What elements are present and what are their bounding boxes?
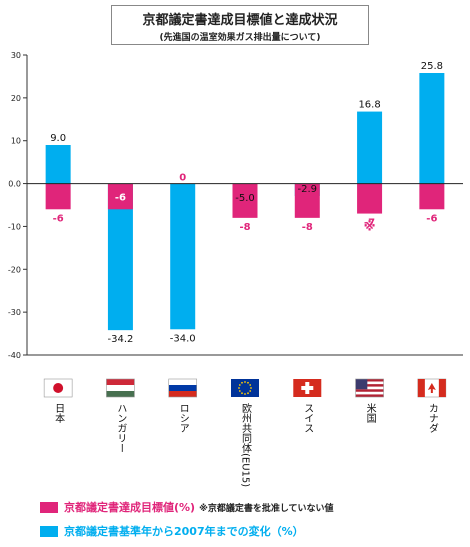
change-value-label: -34.2	[107, 334, 133, 345]
category-label: カナダ	[426, 403, 438, 433]
category-label: ハンガリー	[115, 403, 127, 453]
chart-title: 京都議定書達成目標値と達成状況	[142, 13, 338, 28]
flag-band	[417, 379, 425, 397]
flag-star	[250, 387, 252, 389]
flag-star	[244, 381, 246, 383]
flag-band	[438, 379, 446, 397]
target-bar	[357, 183, 383, 214]
flag-star	[249, 390, 252, 392]
flag-stripe	[355, 381, 384, 385]
flag-stripe	[355, 384, 384, 387]
target-value-label: 0	[179, 173, 186, 184]
flag-star	[247, 392, 249, 395]
change-value-label: 25.8	[421, 61, 443, 72]
y-tick-label: 20	[11, 94, 21, 103]
legend-label-change: 京都議定書基準年から2007年までの変化（%）	[64, 525, 304, 538]
usa-flag-icon	[355, 378, 384, 398]
change-bar	[170, 183, 196, 330]
flag-canton	[355, 379, 368, 390]
flag-stripe	[355, 389, 384, 392]
legend-item-target: 京都議定書達成目標値(%) ※京都議定書を批准していない値	[40, 499, 334, 515]
hungary-flag-icon	[106, 378, 135, 398]
y-tick-label: -40	[8, 351, 21, 360]
target-value-label: -6	[53, 213, 64, 224]
change-value-label: -2.9	[298, 184, 318, 195]
change-value-label: -5.0	[235, 193, 255, 204]
target-bar	[232, 183, 258, 218]
target-value-label: -8	[302, 222, 313, 233]
y-tick-label: 10	[11, 137, 21, 146]
flag-star	[244, 393, 246, 395]
category-label: 日本	[53, 403, 65, 424]
target-bar	[419, 183, 445, 210]
change-bar	[45, 145, 71, 184]
flag-border	[168, 378, 198, 398]
y-tick-label: -30	[8, 308, 21, 317]
category-label: ロシア	[177, 403, 188, 433]
flag-star	[249, 384, 252, 386]
y-tick-label: -20	[8, 265, 21, 274]
japan-flag-icon	[43, 378, 73, 398]
flag-border	[355, 378, 384, 398]
legend-swatch-change	[40, 525, 58, 537]
switzerland-flag-icon	[293, 379, 322, 397]
flag-leaf	[427, 383, 436, 393]
y-tick-label: -10	[8, 222, 21, 231]
chart-subtitle: (先進国の温室効果ガス排出量について)	[159, 33, 321, 43]
y-tick-label: 30	[11, 51, 21, 60]
flag-stripe	[168, 391, 197, 397]
target-bar	[45, 183, 71, 210]
flag-star	[241, 392, 243, 395]
legend-item-change: 京都議定書基準年から2007年までの変化（%）	[40, 523, 304, 539]
target-bar	[107, 183, 133, 210]
change-bar	[357, 111, 383, 184]
flag-stripe	[355, 379, 384, 382]
y-tick-label: 0.0	[8, 180, 21, 189]
change-bar	[419, 73, 445, 184]
flag-border	[106, 378, 135, 398]
flag-stripe	[168, 379, 197, 385]
flag-field	[231, 379, 259, 397]
category-label: 欧州共同体(EU15)	[240, 403, 252, 487]
change-value-label: 9.0	[50, 133, 66, 144]
target-value-label: -6	[426, 213, 437, 224]
flag-stripe	[355, 386, 384, 390]
flag-star	[238, 390, 241, 392]
change-value-label: -34.0	[170, 333, 196, 344]
flag-star	[238, 387, 240, 389]
canada-flag-icon	[417, 378, 447, 398]
eu-flag-icon	[231, 379, 259, 397]
target-bar	[294, 183, 320, 218]
flag-star	[241, 381, 243, 384]
flag-stripe	[106, 391, 135, 397]
target-value-label: -8	[239, 222, 250, 233]
category-label: 米国	[364, 402, 376, 424]
flag-disc	[53, 383, 64, 393]
flag-stripe	[355, 394, 384, 397]
legend-label-target: 京都議定書達成目標値(%)	[64, 501, 196, 514]
flag-stripe	[355, 391, 384, 395]
flag-stripe	[106, 385, 135, 391]
legend-note: ※京都議定書を批准していない値	[199, 503, 334, 514]
flag-stripe	[106, 379, 135, 385]
russia-flag-icon	[168, 378, 198, 398]
flag-stripe	[168, 385, 197, 391]
flag-star	[238, 384, 241, 386]
flag-star	[247, 381, 249, 384]
target-value-label: -6	[115, 192, 126, 203]
chart-title-box: 京都議定書達成目標値と達成状況 (先進国の温室効果ガス排出量について)	[111, 5, 369, 45]
category-label: スイス	[302, 403, 314, 433]
target-value-label: -7	[364, 218, 375, 229]
annotation-mark: ※	[364, 219, 376, 233]
flag-cross	[301, 386, 314, 390]
legend-swatch-target	[40, 501, 58, 513]
change-value-label: 16.8	[358, 100, 380, 111]
